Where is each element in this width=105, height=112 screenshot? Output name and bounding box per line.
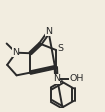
Text: OH: OH: [70, 74, 84, 83]
Text: N: N: [45, 27, 52, 36]
Text: N: N: [53, 74, 60, 83]
Text: S: S: [57, 44, 63, 53]
Text: N: N: [12, 48, 19, 57]
